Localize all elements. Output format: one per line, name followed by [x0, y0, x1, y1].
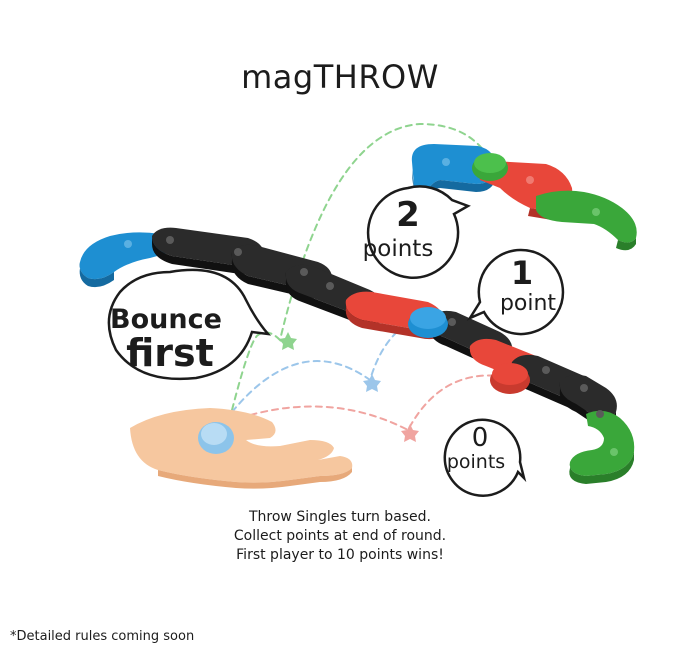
two-points-callout: 2 points [363, 185, 471, 279]
rule-line-1: Throw Singles turn based. [248, 509, 432, 525]
zero-points-number: 0 [472, 423, 489, 453]
throwing-hand [130, 408, 353, 489]
rules-footnote: *Detailed rules coming soon [10, 629, 195, 644]
bounce-markers [279, 332, 419, 442]
magnet-dots [166, 236, 604, 418]
one-point-callout: 1 point [466, 248, 565, 336]
main-board [79, 227, 635, 484]
bounce-first-callout: Bounce first [107, 268, 272, 381]
main-board-blue-end [79, 232, 172, 280]
green-bounce-star [279, 332, 297, 350]
bounce-label: Bounce [110, 304, 222, 335]
first-label: first [126, 331, 214, 375]
zero-points-callout: 0 points [443, 418, 527, 497]
rule-line-3: First player to 10 points wins! [236, 547, 444, 563]
one-point-label: point [500, 291, 556, 316]
one-point-number: 1 [511, 254, 533, 292]
back-board-blue-piece [411, 144, 496, 192]
two-points-number: 2 [396, 195, 420, 235]
red-bounce-star [401, 424, 419, 442]
rule-line-2: Collect points at end of round. [233, 528, 447, 544]
back-board-green-piece [536, 190, 637, 243]
zero-points-label: points [447, 451, 505, 473]
rules-text: Throw Singles turn based. Collect points… [0, 508, 680, 565]
green-trajectory [231, 122, 491, 411]
two-points-label: points [363, 236, 434, 262]
blue-bounce-star [363, 374, 381, 392]
game-title: magTHROW [241, 58, 439, 96]
back-board [411, 144, 637, 251]
main-board-black-segment-6 [559, 374, 617, 419]
main-board-green-end [569, 410, 635, 476]
